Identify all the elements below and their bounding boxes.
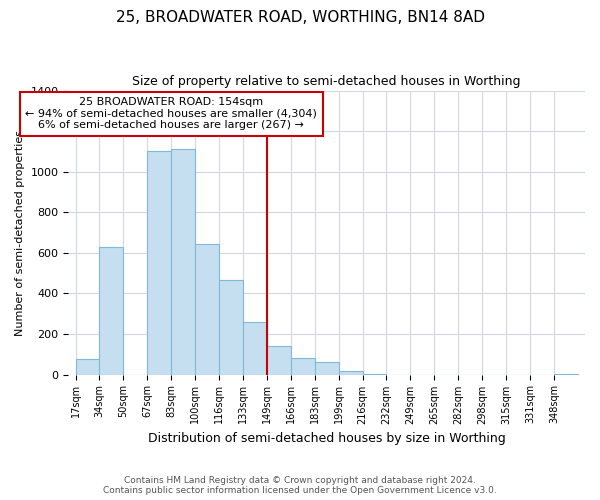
Bar bbox=[267, 346, 291, 374]
Title: Size of property relative to semi-detached houses in Worthing: Size of property relative to semi-detach… bbox=[133, 75, 521, 88]
Text: 25 BROADWATER ROAD: 154sqm
← 94% of semi-detached houses are smaller (4,304)
6% : 25 BROADWATER ROAD: 154sqm ← 94% of semi… bbox=[25, 98, 317, 130]
Y-axis label: Number of semi-detached properties: Number of semi-detached properties bbox=[15, 130, 25, 336]
Bar bbox=[148, 152, 171, 374]
Bar bbox=[315, 362, 338, 374]
Bar bbox=[76, 360, 100, 374]
Bar bbox=[195, 244, 219, 374]
Bar bbox=[171, 150, 195, 374]
Bar bbox=[291, 358, 315, 374]
Bar bbox=[219, 280, 243, 374]
Bar bbox=[100, 247, 124, 374]
X-axis label: Distribution of semi-detached houses by size in Worthing: Distribution of semi-detached houses by … bbox=[148, 432, 506, 445]
Text: 25, BROADWATER ROAD, WORTHING, BN14 8AD: 25, BROADWATER ROAD, WORTHING, BN14 8AD bbox=[115, 10, 485, 25]
Bar bbox=[243, 322, 267, 374]
Bar bbox=[338, 370, 362, 374]
Text: Contains HM Land Registry data © Crown copyright and database right 2024.
Contai: Contains HM Land Registry data © Crown c… bbox=[103, 476, 497, 495]
